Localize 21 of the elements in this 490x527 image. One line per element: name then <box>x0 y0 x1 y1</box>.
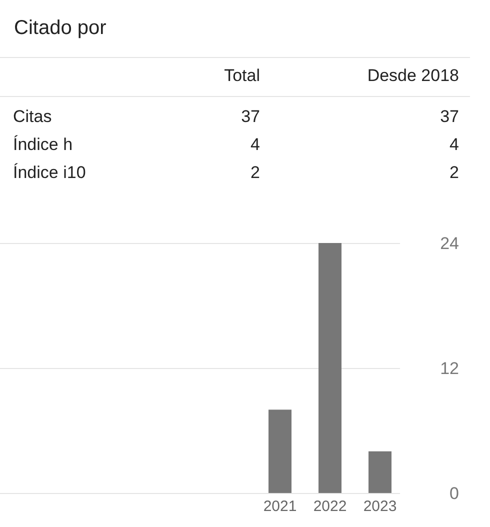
bar <box>318 243 342 493</box>
bar <box>268 410 292 493</box>
x-tick-label: 2023 <box>363 498 397 515</box>
y-tick-label: 24 <box>440 234 459 253</box>
x-tick-label: 2021 <box>263 498 297 515</box>
data-label: 2 <box>450 163 459 182</box>
text: Desde 2018 <box>367 66 459 85</box>
y-tick-label: 12 <box>440 359 459 378</box>
category-label: Índice i10 <box>13 163 86 182</box>
data-label: 37 <box>440 107 459 126</box>
category-label: Citas <box>13 107 52 126</box>
data-label: 4 <box>450 135 459 154</box>
data-label: 4 <box>250 135 260 154</box>
bar <box>368 451 392 493</box>
y-tick-label: 0 <box>450 484 459 503</box>
data-label: 37 <box>241 107 260 126</box>
text: Citado por <box>14 17 107 39</box>
category-label: Índice h <box>13 135 73 154</box>
data-label: 2 <box>250 163 260 182</box>
x-tick-label: 2022 <box>313 498 347 515</box>
text: Total <box>224 66 260 85</box>
